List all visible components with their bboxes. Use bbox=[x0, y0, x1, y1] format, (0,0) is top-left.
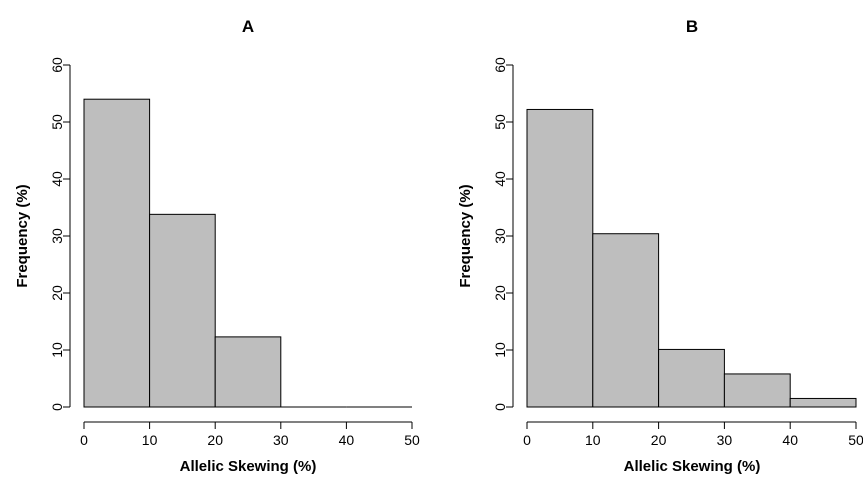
y-tick-label: 10 bbox=[492, 342, 508, 358]
y-tick-label: 40 bbox=[492, 171, 508, 187]
x-tick-label: 50 bbox=[848, 432, 863, 448]
x-axis: 0 10 20 30 40 50 bbox=[523, 421, 863, 448]
y-tick-label: 0 bbox=[49, 403, 65, 411]
x-tick-label: 0 bbox=[80, 432, 88, 448]
chart-title: A bbox=[242, 17, 254, 36]
x-tick-label: 40 bbox=[782, 432, 798, 448]
histogram-panel-a: A Allelic Skewing (%) Frequency (%) 0 10 2… bbox=[14, 17, 420, 475]
x-tick-label: 50 bbox=[404, 432, 420, 448]
y-tick-label: 50 bbox=[492, 114, 508, 130]
x-tick-label: 40 bbox=[339, 432, 355, 448]
x-tick-label: 20 bbox=[207, 432, 223, 448]
histogram-bar bbox=[592, 233, 660, 408]
x-axis-title: Allelic Skewing (%) bbox=[624, 458, 761, 475]
y-tick-label: 60 bbox=[492, 57, 508, 73]
y-tick-label: 20 bbox=[49, 285, 65, 301]
y-tick-label: 30 bbox=[492, 228, 508, 244]
x-tick-label: 30 bbox=[717, 432, 733, 448]
y-axis-title: Frequency (%) bbox=[14, 184, 31, 287]
x-axis-title: Allelic Skewing (%) bbox=[180, 458, 317, 475]
histogram-bar bbox=[789, 397, 857, 408]
histogram-panel-b: B Allelic Skewing (%) Frequency (%) 0 10 2… bbox=[457, 17, 863, 475]
y-axis: 0 10 20 30 40 50 60 bbox=[492, 57, 514, 411]
histogram-bar bbox=[658, 348, 725, 408]
x-tick-label: 10 bbox=[142, 432, 158, 448]
bar-group bbox=[83, 98, 412, 408]
y-axis-title: Frequency (%) bbox=[457, 184, 474, 287]
histogram-bar bbox=[149, 213, 216, 408]
y-tick-label: 30 bbox=[49, 228, 65, 244]
chart-title: B bbox=[686, 17, 698, 36]
y-tick-label: 50 bbox=[49, 114, 65, 130]
bar-group bbox=[526, 108, 857, 408]
y-tick-label: 10 bbox=[49, 342, 65, 358]
histogram-bar bbox=[526, 108, 594, 408]
x-tick-label: 20 bbox=[651, 432, 667, 448]
histogram-bar bbox=[83, 98, 151, 408]
x-tick-label: 0 bbox=[523, 432, 531, 448]
y-tick-label: 60 bbox=[49, 57, 65, 73]
x-axis: 0 10 20 30 40 50 bbox=[80, 421, 420, 448]
y-tick-label: 20 bbox=[492, 285, 508, 301]
y-tick-label: 40 bbox=[49, 171, 65, 187]
x-tick-label: 10 bbox=[585, 432, 601, 448]
histogram-bar bbox=[723, 373, 791, 408]
y-axis: 0 10 20 30 40 50 60 bbox=[49, 57, 71, 411]
histogram-bar bbox=[214, 336, 282, 408]
y-tick-label: 0 bbox=[492, 403, 508, 411]
x-tick-label: 30 bbox=[273, 432, 289, 448]
